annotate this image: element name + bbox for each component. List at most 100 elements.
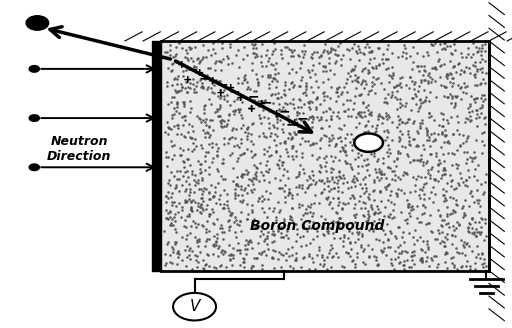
- Point: [370, 55, 378, 61]
- Point: [381, 56, 390, 61]
- Point: [370, 211, 378, 216]
- Point: [420, 88, 429, 93]
- Point: [388, 51, 396, 56]
- Point: [364, 195, 372, 200]
- Point: [457, 68, 465, 73]
- Point: [304, 67, 312, 72]
- Point: [304, 184, 312, 190]
- Point: [478, 251, 486, 256]
- Point: [259, 249, 267, 254]
- Point: [233, 75, 242, 81]
- Point: [297, 59, 305, 65]
- Point: [216, 243, 224, 249]
- Point: [453, 219, 461, 224]
- Point: [436, 42, 444, 47]
- Point: [299, 226, 307, 231]
- Point: [343, 89, 351, 94]
- Point: [436, 42, 444, 47]
- Point: [418, 203, 426, 208]
- Point: [188, 168, 197, 174]
- Point: [162, 194, 170, 199]
- Point: [190, 63, 198, 68]
- Point: [220, 88, 228, 93]
- Point: [323, 93, 331, 98]
- Point: [296, 243, 305, 248]
- Point: [474, 162, 482, 168]
- Point: [358, 231, 367, 236]
- Point: [351, 219, 359, 225]
- Point: [180, 101, 188, 106]
- Point: [284, 153, 292, 158]
- Point: [351, 264, 359, 270]
- Point: [293, 104, 302, 110]
- Point: [281, 195, 289, 200]
- Point: [319, 232, 328, 237]
- Point: [387, 244, 395, 250]
- Point: [199, 85, 207, 91]
- Point: [169, 112, 178, 117]
- Point: [443, 94, 452, 100]
- Point: [167, 220, 176, 225]
- Point: [211, 184, 220, 190]
- Point: [333, 89, 342, 94]
- Point: [287, 53, 295, 59]
- Point: [165, 223, 174, 228]
- Point: [238, 175, 246, 180]
- Point: [194, 177, 202, 182]
- Point: [184, 85, 192, 90]
- Point: [255, 251, 263, 256]
- Point: [289, 156, 297, 161]
- Point: [248, 245, 257, 251]
- Point: [296, 142, 304, 147]
- Point: [247, 67, 255, 72]
- Point: [273, 161, 281, 167]
- Point: [260, 197, 268, 202]
- Point: [306, 175, 314, 180]
- Point: [173, 105, 181, 110]
- Point: [165, 42, 174, 48]
- Point: [270, 124, 279, 129]
- Point: [443, 94, 452, 100]
- Point: [164, 65, 172, 71]
- Point: [216, 96, 224, 101]
- Point: [361, 174, 370, 180]
- Point: [382, 66, 390, 72]
- Point: [192, 179, 200, 185]
- Point: [399, 266, 408, 272]
- Point: [296, 65, 304, 71]
- Point: [356, 113, 364, 118]
- Point: [289, 85, 297, 90]
- Point: [169, 249, 177, 254]
- Point: [408, 203, 416, 209]
- Point: [275, 209, 283, 215]
- Point: [379, 128, 388, 133]
- Point: [214, 109, 222, 114]
- Point: [202, 236, 210, 241]
- Point: [440, 195, 449, 201]
- Point: [230, 229, 239, 235]
- Point: [439, 123, 447, 129]
- Point: [166, 68, 175, 73]
- Point: [184, 58, 192, 63]
- Point: [386, 229, 394, 234]
- Point: [306, 75, 314, 80]
- Point: [368, 83, 376, 88]
- Point: [406, 117, 414, 122]
- Point: [482, 234, 490, 239]
- Point: [388, 176, 396, 181]
- Point: [364, 221, 372, 226]
- Point: [425, 220, 433, 225]
- Point: [353, 178, 361, 183]
- Point: [457, 50, 465, 55]
- Point: [472, 115, 480, 120]
- Point: [379, 155, 387, 161]
- Point: [185, 121, 193, 127]
- Point: [428, 42, 436, 47]
- Point: [432, 154, 440, 159]
- Point: [218, 247, 226, 252]
- Point: [360, 44, 369, 50]
- Point: [395, 250, 403, 255]
- Point: [471, 83, 479, 88]
- Point: [453, 93, 461, 98]
- Point: [345, 229, 353, 234]
